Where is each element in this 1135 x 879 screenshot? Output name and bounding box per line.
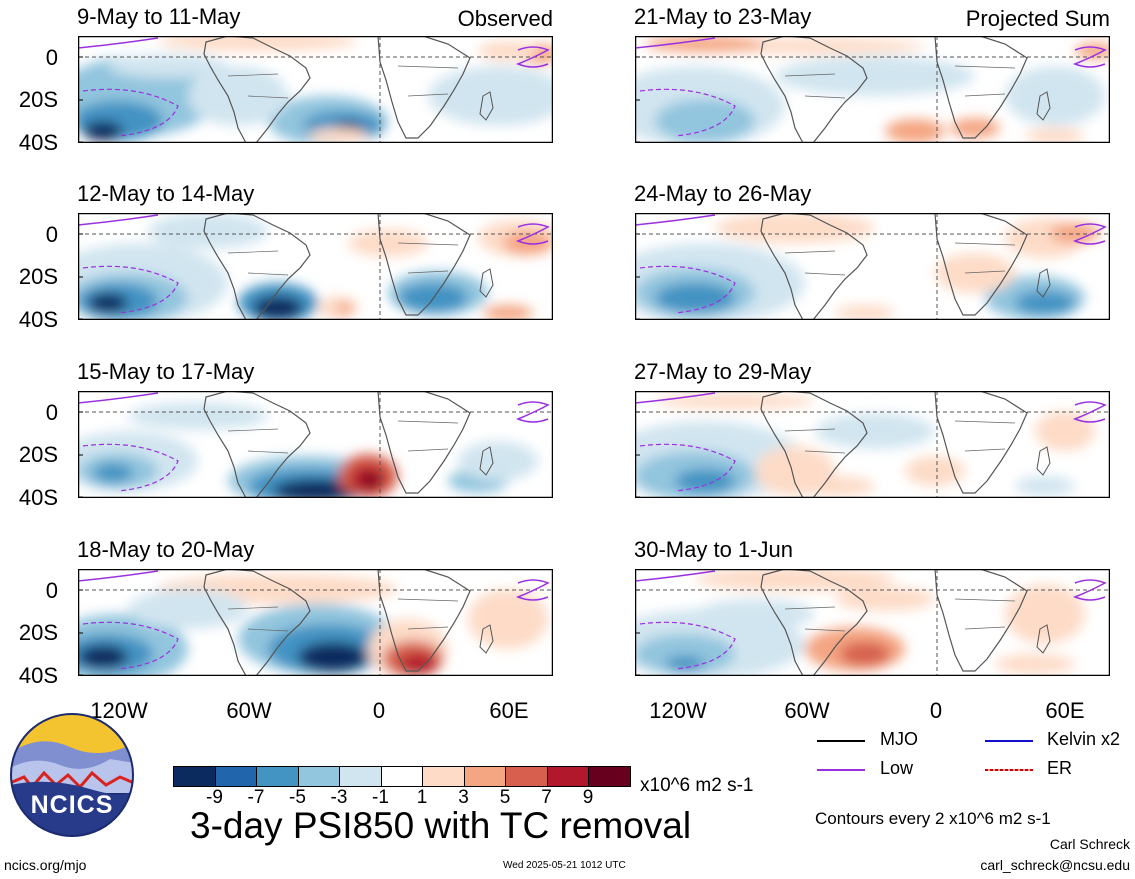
colorbar-label: 7	[541, 787, 552, 808]
map-panel-left-1	[78, 36, 553, 143]
lon-label-left: 120W	[90, 698, 148, 723]
legend-kelvin-line	[985, 740, 1033, 742]
panel-title-right-2: 24-May to 26-May	[634, 181, 812, 206]
legend-er-label: ER	[1047, 758, 1073, 778]
main-title: 3-day PSI850 with TC removal	[190, 805, 692, 846]
lon-label-right: 60E	[1045, 698, 1085, 723]
colorbar-label: -9	[206, 787, 223, 808]
legend-low-label: Low	[880, 758, 914, 778]
lat-label: 0	[45, 45, 58, 70]
lat-label: 40S	[18, 485, 58, 510]
panel-title-right-4: 30-May to 1-Jun	[634, 537, 793, 562]
map-panel-left-3	[78, 391, 553, 498]
colorbar-label: -1	[372, 787, 389, 808]
colorbar-swatch	[173, 766, 216, 787]
colorbar-label: 3	[458, 787, 469, 808]
lat-label: 40S	[18, 130, 58, 155]
contour-note: Contours every 2 x10^6 m2 s-1	[815, 809, 1051, 828]
lat-label: 0	[45, 222, 58, 247]
lon-label-left: 60W	[226, 698, 272, 723]
colorbar-swatch	[588, 766, 631, 787]
footer-timestamp: Wed 2025-05-21 1012 UTC	[503, 860, 626, 871]
colorbar-swatch	[380, 766, 423, 787]
colorbar-swatch	[463, 766, 506, 787]
units-label: x10^6 m2 s-1	[640, 775, 754, 796]
panel-title-right-1: 21-May to 23-May	[634, 4, 812, 29]
map-panel-right-4	[635, 569, 1110, 676]
legend-mjo-label: MJO	[880, 729, 918, 749]
colorbar-label: -7	[247, 787, 265, 808]
projected-label: Projected Sum	[965, 6, 1110, 31]
colorbar-label: 1	[416, 787, 428, 808]
lat-label: 20S	[18, 442, 58, 467]
colorbar-label: -3	[330, 787, 348, 808]
lon-label-right: 60W	[784, 698, 830, 723]
lat-label: 40S	[18, 663, 58, 688]
map-panel-right-2	[635, 213, 1110, 320]
lon-label-left: 60E	[489, 698, 529, 723]
lat-label: 40S	[18, 307, 58, 332]
colorbar-swatch	[422, 766, 465, 787]
lon-label-right: 120W	[649, 698, 707, 723]
colorbar-swatch	[297, 766, 340, 787]
ncics-logo: NCICS	[10, 713, 134, 837]
colorbar-swatch	[256, 766, 299, 787]
legend-mjo-line	[817, 740, 865, 742]
colorbar-swatch	[546, 766, 589, 787]
footer-author: Carl Schreck	[1049, 836, 1130, 852]
colorbar-label: 9	[582, 787, 594, 808]
legend-er-line	[985, 769, 1033, 771]
panel-title-left-3: 15-May to 17-May	[77, 359, 255, 384]
colorbar-label: 5	[499, 787, 511, 808]
map-panel-right-3	[635, 391, 1110, 498]
colorbar-swatch	[214, 766, 257, 787]
map-panel-right-1	[635, 36, 1110, 143]
footer-url: ncics.org/mjo	[4, 857, 87, 873]
panel-title-right-3: 27-May to 29-May	[634, 359, 812, 384]
colorbar-swatch	[339, 766, 382, 787]
colorbar-label: -5	[289, 787, 306, 808]
lat-label: 0	[45, 578, 58, 603]
lat-label: 20S	[18, 87, 58, 112]
panel-title-left-4: 18-May to 20-May	[77, 537, 255, 562]
panel-title-left-1: 9-May to 11-May	[77, 4, 241, 29]
lon-label-left: 0	[372, 698, 386, 723]
footer-email: carl_schreck@ncsu.edu	[980, 857, 1130, 873]
legend-kelvin-label: Kelvin x2	[1047, 729, 1121, 749]
colorbar-swatch	[505, 766, 548, 787]
logo-text: NCICS	[30, 791, 114, 819]
legend-low-line	[817, 769, 865, 771]
panel-title-left-2: 12-May to 14-May	[77, 181, 255, 206]
lat-label: 0	[45, 400, 58, 425]
observed-label: Observed	[457, 6, 553, 31]
lon-label-right: 0	[929, 698, 943, 723]
map-panel-left-4	[78, 569, 553, 676]
lat-label: 20S	[18, 264, 58, 289]
lat-label: 20S	[18, 620, 58, 645]
map-panel-left-2	[78, 213, 553, 320]
